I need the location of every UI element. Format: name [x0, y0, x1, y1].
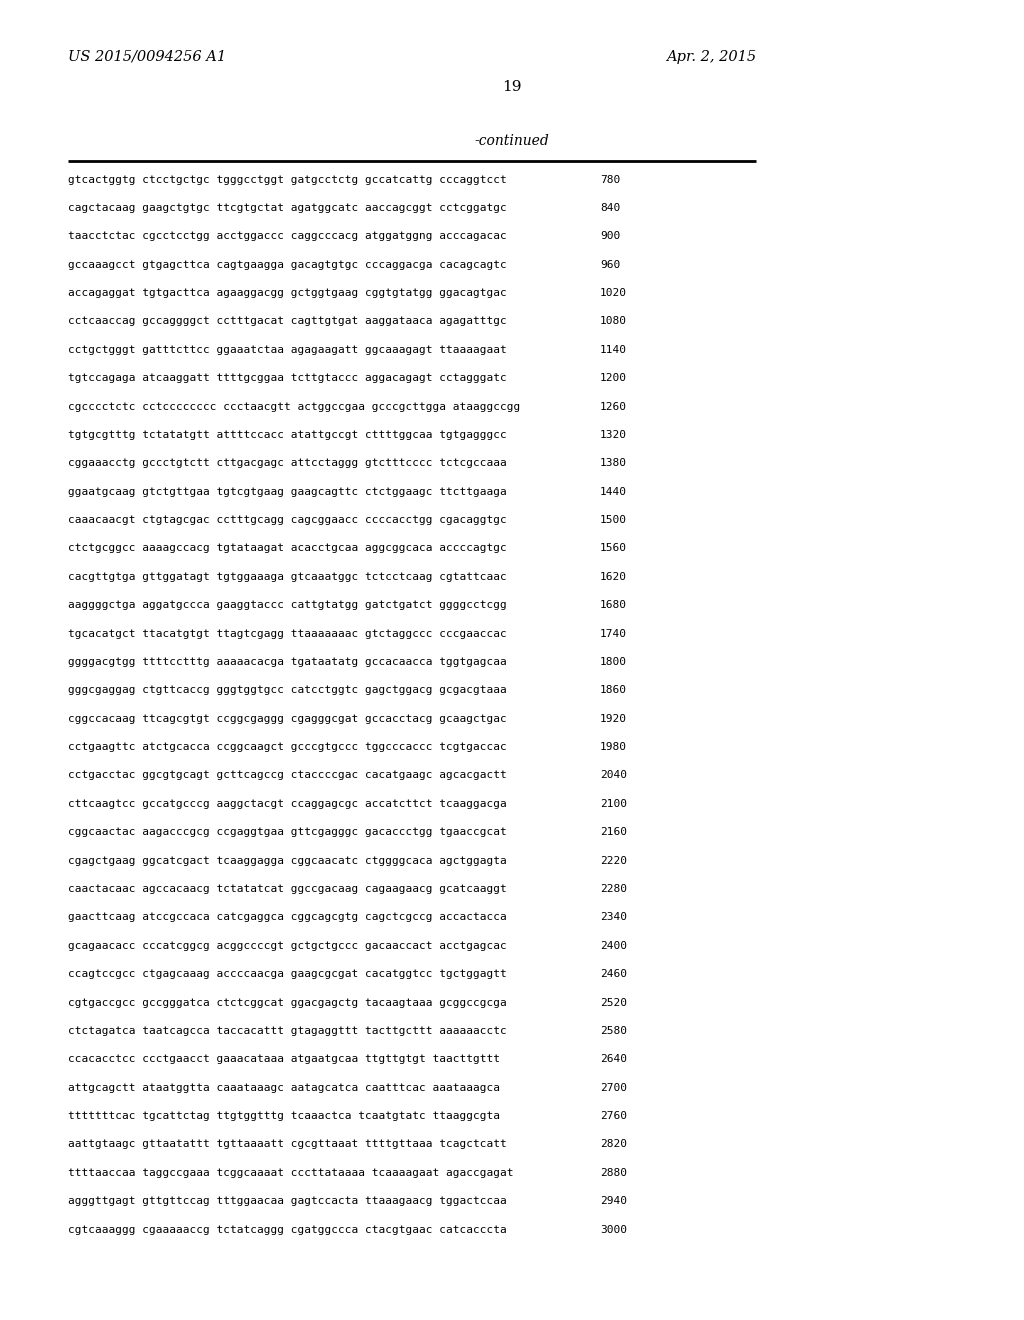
Text: cggccacaag ttcagcgtgt ccggcgaggg cgagggcgat gccacctacg gcaagctgac: cggccacaag ttcagcgtgt ccggcgaggg cgagggc…: [68, 714, 507, 723]
Text: 1800: 1800: [600, 657, 627, 667]
Text: 1740: 1740: [600, 628, 627, 639]
Text: 1440: 1440: [600, 487, 627, 496]
Text: 2400: 2400: [600, 941, 627, 950]
Text: taacctctac cgcctcctgg acctggaccc caggcccacg atggatggng acccagacac: taacctctac cgcctcctgg acctggaccc caggccc…: [68, 231, 507, 242]
Text: 2280: 2280: [600, 884, 627, 894]
Text: 1920: 1920: [600, 714, 627, 723]
Text: 1080: 1080: [600, 317, 627, 326]
Text: 1680: 1680: [600, 601, 627, 610]
Text: cgtcaaaggg cgaaaaaccg tctatcaggg cgatggccca ctacgtgaac catcacccta: cgtcaaaggg cgaaaaaccg tctatcaggg cgatggc…: [68, 1225, 507, 1234]
Text: US 2015/0094256 A1: US 2015/0094256 A1: [68, 50, 226, 63]
Text: 2880: 2880: [600, 1168, 627, 1177]
Text: gccaaagcct gtgagcttca cagtgaagga gacagtgtgc cccaggacga cacagcagtc: gccaaagcct gtgagcttca cagtgaagga gacagtg…: [68, 260, 507, 269]
Text: caactacaac agccacaacg tctatatcat ggccgacaag cagaagaacg gcatcaaggt: caactacaac agccacaacg tctatatcat ggccgac…: [68, 884, 507, 894]
Text: 1500: 1500: [600, 515, 627, 525]
Text: gcagaacacc cccatcggcg acggccccgt gctgctgccc gacaaccact acctgagcac: gcagaacacc cccatcggcg acggccccgt gctgctg…: [68, 941, 507, 950]
Text: 1200: 1200: [600, 374, 627, 383]
Text: ctctgcggcc aaaagccacg tgtataagat acacctgcaa aggcggcaca accccagtgc: ctctgcggcc aaaagccacg tgtataagat acacctg…: [68, 544, 507, 553]
Text: aaggggctga aggatgccca gaaggtaccc cattgtatgg gatctgatct ggggcctcgg: aaggggctga aggatgccca gaaggtaccc cattgta…: [68, 601, 507, 610]
Text: 780: 780: [600, 174, 621, 185]
Text: cgagctgaag ggcatcgact tcaaggagga cggcaacatc ctggggcaca agctggagta: cgagctgaag ggcatcgact tcaaggagga cggcaac…: [68, 855, 507, 866]
Text: 2460: 2460: [600, 969, 627, 979]
Text: 1620: 1620: [600, 572, 627, 582]
Text: 2640: 2640: [600, 1055, 627, 1064]
Text: -continued: -continued: [475, 135, 549, 148]
Text: cctcaaccag gccaggggct cctttgacat cagttgtgat aaggataaca agagatttgc: cctcaaccag gccaggggct cctttgacat cagttgt…: [68, 317, 507, 326]
Text: 2700: 2700: [600, 1082, 627, 1093]
Text: 1320: 1320: [600, 430, 627, 440]
Text: ccagtccgcc ctgagcaaag accccaacga gaagcgcgat cacatggtcc tgctggagtt: ccagtccgcc ctgagcaaag accccaacga gaagcgc…: [68, 969, 507, 979]
Text: 2100: 2100: [600, 799, 627, 809]
Text: gaacttcaag atccgccaca catcgaggca cggcagcgtg cagctcgccg accactacca: gaacttcaag atccgccaca catcgaggca cggcagc…: [68, 912, 507, 923]
Text: agggttgagt gttgttccag tttggaacaa gagtccacta ttaaagaacg tggactccaa: agggttgagt gttgttccag tttggaacaa gagtcca…: [68, 1196, 507, 1206]
Text: tgtccagaga atcaaggatt ttttgcggaa tcttgtaccc aggacagagt cctagggatc: tgtccagaga atcaaggatt ttttgcggaa tcttgta…: [68, 374, 507, 383]
Text: cctgctgggt gatttcttcc ggaaatctaa agagaagatt ggcaaagagt ttaaaagaat: cctgctgggt gatttcttcc ggaaatctaa agagaag…: [68, 345, 507, 355]
Text: aattgtaagc gttaatattt tgttaaaatt cgcgttaaat ttttgttaaa tcagctcatt: aattgtaagc gttaatattt tgttaaaatt cgcgtta…: [68, 1139, 507, 1150]
Text: ggaatgcaag gtctgttgaa tgtcgtgaag gaagcagttc ctctggaagc ttcttgaaga: ggaatgcaag gtctgttgaa tgtcgtgaag gaagcag…: [68, 487, 507, 496]
Text: ccacacctcc ccctgaacct gaaacataaa atgaatgcaa ttgttgtgt taacttgttt: ccacacctcc ccctgaacct gaaacataaa atgaatg…: [68, 1055, 500, 1064]
Text: 1560: 1560: [600, 544, 627, 553]
Text: cgtgaccgcc gccgggatca ctctcggcat ggacgagctg tacaagtaaa gcggccgcga: cgtgaccgcc gccgggatca ctctcggcat ggacgag…: [68, 998, 507, 1007]
Text: cctgaagttc atctgcacca ccggcaagct gcccgtgccc tggcccaccc tcgtgaccac: cctgaagttc atctgcacca ccggcaagct gcccgtg…: [68, 742, 507, 752]
Text: ggggacgtgg ttttcctttg aaaaacacga tgataatatg gccacaacca tggtgagcaa: ggggacgtgg ttttcctttg aaaaacacga tgataat…: [68, 657, 507, 667]
Text: 2220: 2220: [600, 855, 627, 866]
Text: cctgacctac ggcgtgcagt gcttcagccg ctaccccgac cacatgaagc agcacgactt: cctgacctac ggcgtgcagt gcttcagccg ctacccc…: [68, 771, 507, 780]
Text: cttcaagtcc gccatgcccg aaggctacgt ccaggagcgc accatcttct tcaaggacga: cttcaagtcc gccatgcccg aaggctacgt ccaggag…: [68, 799, 507, 809]
Text: accagaggat tgtgacttca agaaggacgg gctggtgaag cggtgtatgg ggacagtgac: accagaggat tgtgacttca agaaggacgg gctggtg…: [68, 288, 507, 298]
Text: 2520: 2520: [600, 998, 627, 1007]
Text: 2160: 2160: [600, 828, 627, 837]
Text: 1380: 1380: [600, 458, 627, 469]
Text: 3000: 3000: [600, 1225, 627, 1234]
Text: caaacaacgt ctgtagcgac cctttgcagg cagcggaacc ccccacctgg cgacaggtgc: caaacaacgt ctgtagcgac cctttgcagg cagcgga…: [68, 515, 507, 525]
Text: 2760: 2760: [600, 1111, 627, 1121]
Text: cgcccctctc cctcccccccc ccctaacgtt actggccgaa gcccgcttgga ataaggccgg: cgcccctctc cctcccccccc ccctaacgtt actggc…: [68, 401, 520, 412]
Text: ttttaaccaa taggccgaaa tcggcaaaat cccttataaaa tcaaaagaat agaccgagat: ttttaaccaa taggccgaaa tcggcaaaat cccttat…: [68, 1168, 513, 1177]
Text: 2580: 2580: [600, 1026, 627, 1036]
Text: 1980: 1980: [600, 742, 627, 752]
Text: 900: 900: [600, 231, 621, 242]
Text: ctctagatca taatcagcca taccacattt gtagaggttt tacttgcttt aaaaaacctc: ctctagatca taatcagcca taccacattt gtagagg…: [68, 1026, 507, 1036]
Text: tgcacatgct ttacatgtgt ttagtcgagg ttaaaaaaac gtctaggccc cccgaaccac: tgcacatgct ttacatgtgt ttagtcgagg ttaaaaa…: [68, 628, 507, 639]
Text: 1260: 1260: [600, 401, 627, 412]
Text: attgcagctt ataatggtta caaataaagc aatagcatca caatttcac aaataaagca: attgcagctt ataatggtta caaataaagc aatagca…: [68, 1082, 500, 1093]
Text: 2040: 2040: [600, 771, 627, 780]
Text: 2340: 2340: [600, 912, 627, 923]
Text: cggcaactac aagacccgcg ccgaggtgaa gttcgagggc gacaccctgg tgaaccgcat: cggcaactac aagacccgcg ccgaggtgaa gttcgag…: [68, 828, 507, 837]
Text: 2940: 2940: [600, 1196, 627, 1206]
Text: 2820: 2820: [600, 1139, 627, 1150]
Text: 960: 960: [600, 260, 621, 269]
Text: 1020: 1020: [600, 288, 627, 298]
Text: cggaaacctg gccctgtctt cttgacgagc attcctaggg gtctttcccc tctcgccaaa: cggaaacctg gccctgtctt cttgacgagc attccta…: [68, 458, 507, 469]
Text: 1140: 1140: [600, 345, 627, 355]
Text: Apr. 2, 2015: Apr. 2, 2015: [666, 50, 756, 63]
Text: tttttttcac tgcattctag ttgtggtttg tcaaactca tcaatgtatc ttaaggcgta: tttttttcac tgcattctag ttgtggtttg tcaaact…: [68, 1111, 500, 1121]
Text: 19: 19: [502, 81, 522, 94]
Text: cagctacaag gaagctgtgc ttcgtgctat agatggcatc aaccagcggt cctcggatgc: cagctacaag gaagctgtgc ttcgtgctat agatggc…: [68, 203, 507, 213]
Text: gtcactggtg ctcctgctgc tgggcctggt gatgcctctg gccatcattg cccaggtcct: gtcactggtg ctcctgctgc tgggcctggt gatgcct…: [68, 174, 507, 185]
Text: 840: 840: [600, 203, 621, 213]
Text: tgtgcgtttg tctatatgtt attttccacc atattgccgt cttttggcaa tgtgagggcc: tgtgcgtttg tctatatgtt attttccacc atattgc…: [68, 430, 507, 440]
Text: cacgttgtga gttggatagt tgtggaaaga gtcaaatggc tctcctcaag cgtattcaac: cacgttgtga gttggatagt tgtggaaaga gtcaaat…: [68, 572, 507, 582]
Text: 1860: 1860: [600, 685, 627, 696]
Text: gggcgaggag ctgttcaccg gggtggtgcc catcctggtc gagctggacg gcgacgtaaa: gggcgaggag ctgttcaccg gggtggtgcc catcctg…: [68, 685, 507, 696]
